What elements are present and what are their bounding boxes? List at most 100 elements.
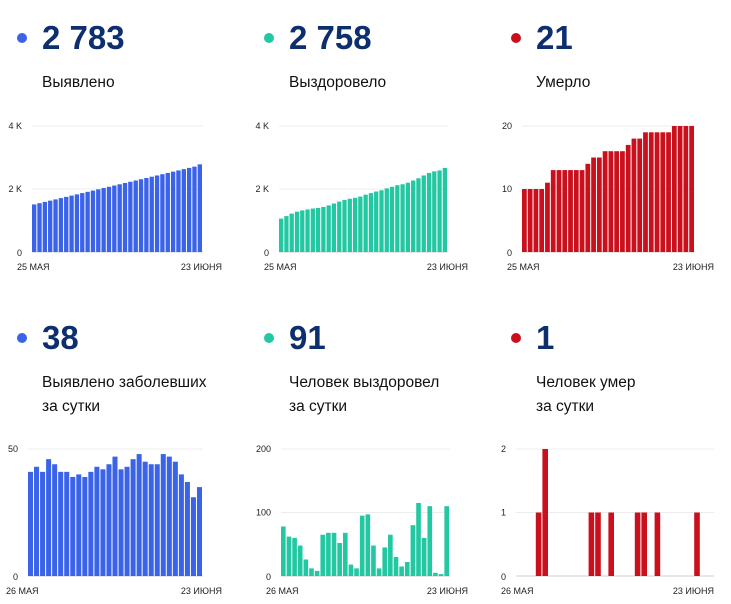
bar — [170, 171, 176, 252]
bar — [573, 170, 579, 252]
bar — [314, 570, 320, 576]
panel-deaths: 21 Умерло 0 10 20 25 МАЯ 23 ИЮНЯ — [494, 0, 731, 300]
bar — [292, 537, 297, 576]
bar — [112, 185, 117, 252]
x-start-label: 25 МАЯ — [264, 262, 297, 272]
stat-label-line2: за сутки — [42, 398, 101, 415]
bar — [80, 193, 85, 252]
bar — [585, 163, 591, 252]
bar — [625, 144, 631, 252]
bar — [331, 532, 337, 576]
bar — [522, 189, 527, 252]
bar — [52, 464, 58, 576]
x-end-label: 23 ИЮНЯ — [181, 262, 222, 272]
bar — [106, 464, 112, 576]
panel-recovered: 2 758 Выздоровело 0 2 K 4 K 25 МАЯ 23 ИЮНЯ — [247, 0, 487, 300]
bar — [382, 547, 388, 576]
bar — [326, 532, 331, 576]
bar — [305, 209, 310, 252]
y-tick-label: 2 K — [8, 184, 22, 194]
bar — [527, 189, 533, 252]
bar — [368, 193, 374, 252]
daily-value: 91 — [289, 319, 326, 356]
bar — [545, 182, 550, 252]
stat-label-line2: за сутки — [536, 398, 595, 415]
stat-label-line1: Человек выздоровел — [289, 374, 440, 391]
bar — [365, 514, 371, 576]
bar — [281, 526, 286, 576]
bar — [426, 172, 432, 252]
panel-daily-recovered: 91 Человек выздоровел за сутки 0 100 200 26… — [247, 300, 487, 600]
bar — [421, 537, 427, 576]
bar — [648, 132, 654, 252]
stat-label: Выявлено — [42, 74, 115, 91]
bar — [58, 198, 64, 252]
y-tick-label: 0 — [13, 572, 18, 582]
bar — [142, 461, 148, 576]
bar — [427, 506, 433, 576]
stat-label-line2: за сутки — [289, 398, 348, 415]
bar — [363, 194, 368, 252]
bar — [643, 132, 648, 252]
bar — [354, 568, 359, 576]
bar — [320, 534, 326, 576]
bar — [284, 216, 289, 252]
bar — [539, 189, 545, 252]
y-tick-label: 200 — [256, 444, 271, 454]
bar — [136, 454, 142, 576]
bar — [315, 207, 321, 252]
bar — [542, 449, 548, 576]
y-tick-label: 0 — [501, 572, 506, 582]
bar — [395, 185, 400, 252]
x-end-label: 23 ИЮНЯ — [427, 586, 468, 596]
bar — [28, 471, 34, 576]
bar — [608, 151, 614, 252]
bar — [444, 506, 449, 576]
bar — [166, 456, 172, 576]
deaths-chart: 0 10 20 25 МАЯ 23 ИЮНЯ — [502, 121, 714, 272]
total-value: 21 — [536, 19, 573, 56]
bar — [352, 197, 358, 252]
bar — [165, 172, 170, 252]
bar — [550, 170, 556, 252]
bar — [32, 204, 37, 252]
bar — [393, 556, 399, 576]
daily-recovered-chart: 0 100 200 26 МАЯ 23 ИЮНЯ — [256, 444, 468, 596]
bar — [69, 195, 74, 252]
bar — [128, 181, 133, 252]
bar — [634, 512, 641, 576]
series-dot — [511, 33, 521, 43]
bar — [82, 476, 88, 576]
daily-detected-chart: 0 50 26 МАЯ 23 ИЮНЯ — [6, 444, 222, 596]
bar — [556, 170, 562, 252]
bar — [588, 512, 595, 576]
bar — [671, 126, 677, 252]
bar — [149, 176, 154, 252]
detected-chart: 0 2 K 4 K 25 МАЯ 23 ИЮНЯ — [8, 121, 222, 272]
bar — [46, 459, 52, 576]
bar — [337, 542, 342, 576]
bar — [190, 497, 196, 576]
bar — [405, 182, 411, 252]
bar — [192, 166, 197, 252]
daily-value: 38 — [42, 319, 79, 356]
bar — [620, 151, 625, 252]
bar — [181, 169, 186, 252]
bar — [347, 198, 352, 252]
bar — [421, 175, 426, 252]
bar — [74, 194, 80, 252]
bar — [154, 175, 160, 252]
bar — [677, 126, 683, 252]
bar — [40, 471, 46, 576]
bar — [404, 562, 410, 576]
bar — [48, 200, 53, 252]
bar — [148, 464, 154, 576]
bar — [53, 199, 58, 252]
bar — [289, 213, 294, 252]
bar — [411, 180, 416, 252]
bar — [138, 179, 144, 252]
bar — [130, 459, 136, 576]
bar — [654, 512, 661, 576]
y-tick-label: 50 — [8, 444, 18, 454]
bar — [614, 151, 620, 252]
